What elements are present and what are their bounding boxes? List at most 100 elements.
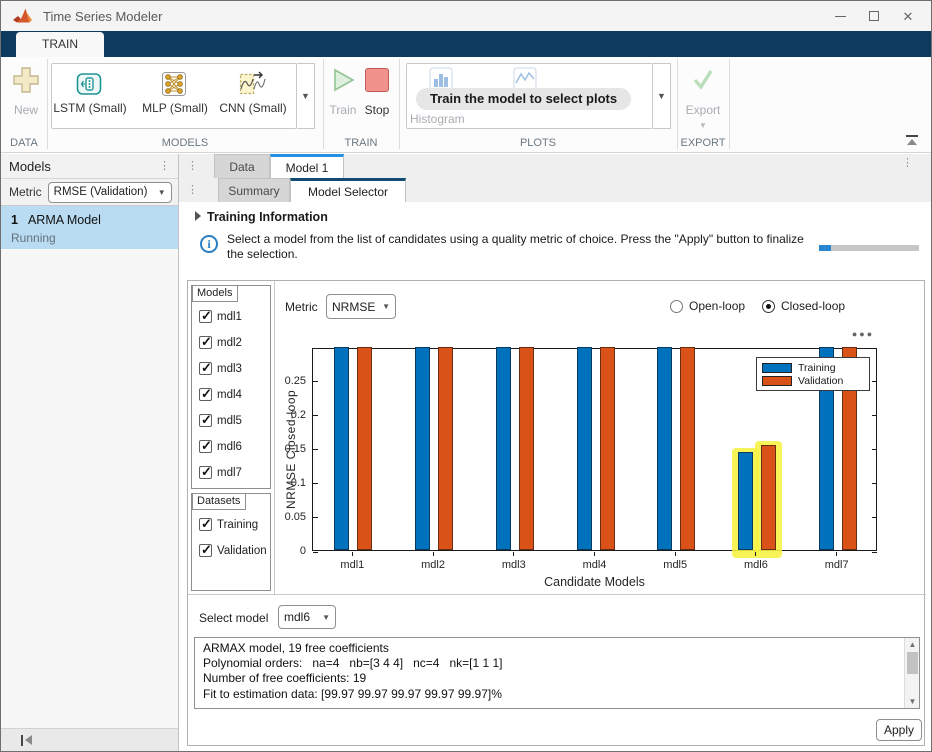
bar-validation-mdl6: [760, 445, 776, 550]
model-selector-content: Training Information i Select a model fr…: [179, 202, 931, 751]
maximize-icon: [869, 11, 879, 21]
checkbox-checked-icon[interactable]: ✓: [199, 438, 212, 453]
checkbox-checked-icon[interactable]: ✓: [199, 386, 212, 401]
sidebar-footer: [1, 728, 178, 751]
models-group-title: Models: [192, 285, 239, 302]
dataset-checkbox-label: Training: [217, 518, 259, 531]
tab-model-selector[interactable]: Model Selector: [290, 178, 406, 202]
tabbar-grip-icon[interactable]: ⋮: [187, 183, 198, 196]
ribbon-toolbar: New DATA LSTM (Small): [1, 57, 931, 153]
y-tick: [872, 415, 877, 417]
model-checkbox-row-mdl7[interactable]: ✓ mdl7: [199, 464, 242, 479]
tab-summary[interactable]: Summary: [218, 178, 290, 202]
model-checkbox-row-mdl5[interactable]: ✓ mdl5: [199, 412, 242, 427]
x-tick: [351, 552, 353, 556]
collapse-sidebar-button[interactable]: [21, 735, 33, 746]
line-chart-icon: [513, 67, 537, 91]
stop-icon: [365, 68, 389, 92]
chevron-down-icon: ▼: [322, 612, 330, 622]
bar-training-mdl2: [415, 347, 431, 550]
y-tick: [313, 483, 318, 485]
dataset-checkbox-row-training[interactable]: ✓ Training: [199, 516, 267, 531]
model-checkbox-row-mdl2[interactable]: ✓ mdl2: [199, 334, 242, 349]
y-tick: [872, 517, 877, 519]
timeplot-button[interactable]: [513, 67, 537, 91]
checkbox-checked-icon[interactable]: ✓: [199, 360, 212, 375]
collapse-ribbon-icon: [907, 139, 917, 145]
model-index: 1: [11, 213, 18, 227]
sidebar-menu-icon[interactable]: ⋮: [159, 159, 170, 172]
closed-loop-label: Closed-loop: [781, 299, 846, 313]
train-button-label: Train: [329, 103, 357, 117]
maximize-button[interactable]: [857, 1, 891, 31]
tabbar-grip-icon[interactable]: ⋮: [187, 159, 198, 172]
minimize-button[interactable]: [823, 1, 857, 31]
open-loop-radio[interactable]: Open-loop: [670, 299, 745, 313]
bar-training-mdl4: [576, 347, 592, 550]
sidebar-metric-dropdown[interactable]: RMSE (Validation) ▼: [47, 181, 172, 203]
bar-validation-mdl1: [357, 347, 373, 550]
scroll-down-icon[interactable]: ▼: [908, 697, 917, 706]
y-tick: [313, 381, 318, 383]
close-button[interactable]: ✕: [891, 1, 925, 31]
sidebar-header: Models ⋮: [1, 154, 178, 179]
apply-button[interactable]: Apply: [876, 719, 922, 741]
export-button[interactable]: [691, 67, 715, 91]
mlp-model-button[interactable]: [161, 71, 187, 97]
sidebar-title: Models: [9, 158, 51, 174]
window-title: Time Series Modeler: [43, 8, 163, 24]
training-information-header[interactable]: Training Information: [195, 210, 328, 224]
selector-panel: Models ✓ mdl1 ✓ mdl2 ✓ mdl3 ✓ mdl4 ✓ mdl5 ✓ mdl6 ✓ md…: [187, 280, 926, 746]
sidebar-model-item[interactable]: 1 ARMA Model Running: [1, 206, 178, 249]
legend-swatch: [762, 375, 792, 386]
sidebar-metric-value: RMSE (Validation): [53, 186, 148, 198]
axes-options-button[interactable]: ●●●: [851, 329, 875, 339]
x-tick-label: mdl6: [744, 559, 768, 571]
bar-chart-plot-area: Training Validation: [312, 347, 877, 558]
export-dropdown-caret[interactable]: ▼: [699, 121, 707, 130]
model-checkbox-row-mdl6[interactable]: ✓ mdl6: [199, 438, 242, 453]
x-tick-label: mdl4: [582, 559, 607, 571]
train-button[interactable]: [330, 67, 356, 93]
tabbar-menu-icon[interactable]: ⋮: [902, 157, 913, 169]
model-checkbox-label: mdl3: [217, 362, 242, 375]
matlab-logo-icon: [13, 8, 32, 23]
dataset-checkbox-row-validation[interactable]: ✓ Validation: [199, 542, 267, 557]
collapse-ribbon-button[interactable]: [905, 135, 919, 146]
new-button[interactable]: [13, 67, 39, 93]
checkbox-checked-icon[interactable]: ✓: [199, 464, 212, 479]
model-checkbox-row-mdl4[interactable]: ✓ mdl4: [199, 386, 242, 401]
y-tick: [872, 381, 877, 383]
y-tick-label: 0.05: [284, 510, 306, 523]
select-model-dropdown[interactable]: mdl6 ▼: [278, 605, 336, 629]
stop-button[interactable]: [365, 68, 389, 92]
y-tick-label: 0.1: [290, 476, 306, 489]
cnn-model-button[interactable]: [239, 71, 267, 97]
details-scrollbar[interactable]: ▲ ▼: [904, 638, 919, 708]
bar-training-mdl7: [818, 347, 834, 550]
info-icon: i: [200, 235, 218, 253]
tab-data[interactable]: Data: [214, 154, 270, 178]
x-tick: [755, 552, 757, 556]
closed-loop-radio[interactable]: Closed-loop: [762, 299, 845, 313]
checkbox-checked-icon[interactable]: ✓: [199, 412, 212, 427]
mlp-model-label: MLP (Small): [142, 101, 208, 115]
checkbox-checked-icon[interactable]: ✓: [199, 542, 212, 557]
plots-gallery-dropdown[interactable]: ▼: [653, 63, 671, 129]
scroll-up-icon[interactable]: ▲: [908, 640, 917, 649]
model-checkbox-row-mdl1[interactable]: ✓ mdl1: [199, 308, 242, 323]
models-gallery-dropdown[interactable]: ▼: [297, 63, 315, 129]
scrollbar-thumb[interactable]: [907, 652, 918, 674]
lstm-model-button[interactable]: [76, 71, 102, 97]
models-sidebar: Models ⋮ Metric RMSE (Validation) ▼ 1 ARM…: [1, 154, 179, 751]
chart-metric-dropdown[interactable]: NRMSE ▼: [326, 294, 396, 319]
y-tick: [872, 483, 877, 485]
checkbox-checked-icon[interactable]: ✓: [199, 334, 212, 349]
model-checkbox-row-mdl3[interactable]: ✓ mdl3: [199, 360, 242, 375]
ribbon-tab-train[interactable]: TRAIN: [16, 32, 104, 57]
main-area: ⋮ Data Model 1 ⋮ ⋮ Summary Model Selecto…: [179, 154, 931, 751]
cnn-icon: [239, 71, 266, 95]
tab-model-1[interactable]: Model 1: [270, 154, 344, 178]
checkbox-checked-icon[interactable]: ✓: [199, 516, 212, 531]
checkbox-checked-icon[interactable]: ✓: [199, 308, 212, 323]
